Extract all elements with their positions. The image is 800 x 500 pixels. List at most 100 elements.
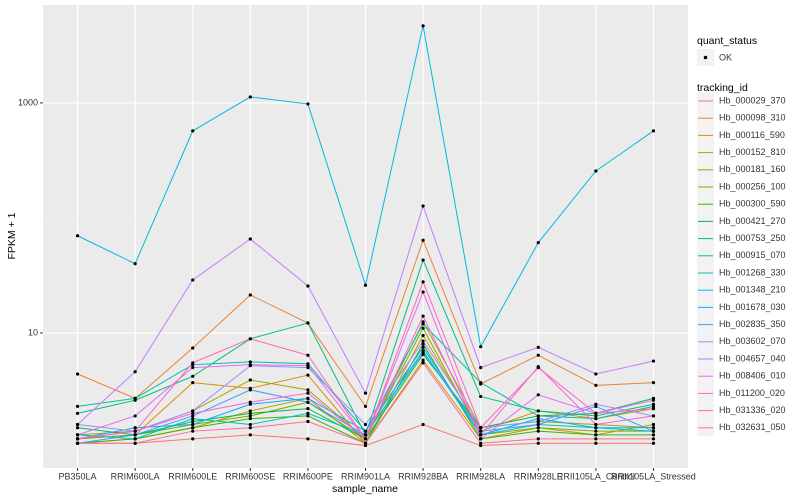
data-point	[363, 422, 368, 427]
data-point	[594, 411, 598, 415]
data-point	[133, 433, 137, 437]
data-point	[306, 321, 310, 325]
data-point	[594, 426, 598, 430]
data-point	[306, 400, 310, 404]
legend-label: Hb_011200_020	[719, 388, 785, 398]
data-point	[479, 345, 483, 349]
data-point	[479, 429, 483, 433]
data-point	[363, 429, 368, 433]
data-point	[75, 404, 80, 408]
data-point	[651, 429, 656, 433]
data-point	[594, 429, 598, 433]
data-point	[306, 407, 310, 411]
data-point	[248, 433, 252, 437]
data-point	[363, 404, 368, 408]
data-point	[191, 381, 195, 385]
data-point	[479, 394, 483, 399]
data-point	[306, 419, 310, 424]
data-point	[133, 429, 137, 433]
data-point	[306, 391, 310, 395]
data-point	[191, 411, 195, 415]
x-tick-label: RRIM600PE	[283, 471, 333, 481]
data-point	[363, 433, 368, 437]
data-point	[594, 437, 598, 441]
data-point	[191, 429, 195, 433]
x-tick-label: RRIM600SE	[225, 471, 275, 481]
data-point	[479, 443, 483, 448]
y-tick-label: 1000	[18, 97, 38, 107]
data-point	[421, 333, 425, 338]
data-point	[133, 396, 137, 400]
legend-label: Hb_004657_040	[719, 353, 786, 363]
data-point	[536, 353, 540, 357]
x-tick-label: PB350LA	[59, 471, 97, 481]
data-point	[133, 426, 137, 430]
data-point	[594, 169, 598, 173]
legend-label: Hb_000029_370	[719, 95, 786, 105]
data-point	[536, 419, 540, 424]
data-point	[536, 414, 540, 418]
data-point	[248, 426, 252, 430]
data-point	[536, 437, 540, 441]
x-tick-label: RRIM928BA	[398, 471, 448, 481]
data-point	[248, 95, 252, 99]
data-point	[594, 441, 598, 445]
data-point	[421, 290, 425, 294]
legend-label: Hb_031336_020	[719, 405, 786, 415]
data-point	[479, 365, 483, 370]
data-point	[536, 393, 540, 397]
data-point	[651, 129, 656, 133]
data-point	[363, 441, 368, 445]
data-point	[191, 437, 195, 441]
legend-label: Hb_000915_070	[719, 250, 786, 260]
legend-title: tracking_id	[697, 82, 748, 94]
data-point	[306, 437, 310, 441]
x-tick-label: RRIM928LE	[514, 471, 563, 481]
data-point	[651, 414, 656, 418]
legend-label: Hb_000421_270	[719, 216, 786, 226]
data-point	[421, 358, 425, 362]
data-point	[421, 350, 425, 354]
x-tick-label: RRIM600LE	[168, 471, 217, 481]
data-point	[479, 441, 483, 445]
data-point	[479, 433, 483, 437]
data-point	[75, 411, 80, 415]
data-point	[133, 262, 137, 266]
legend-title: quant_status	[697, 35, 757, 47]
data-point	[248, 417, 252, 421]
data-point	[536, 422, 540, 427]
x-tick-label: RRIM928LA	[456, 471, 505, 481]
data-point	[421, 345, 425, 349]
legend-label: Hb_000753_250	[719, 233, 786, 243]
data-point	[594, 417, 598, 421]
data-point	[421, 342, 425, 346]
data-point	[479, 381, 483, 385]
legend-label: Hb_008406_010	[719, 371, 786, 381]
data-point	[536, 365, 540, 370]
data-point	[421, 258, 425, 262]
data-point	[248, 363, 252, 367]
legend-label: Hb_001348_210	[719, 285, 786, 295]
data-point	[306, 102, 310, 106]
data-point	[248, 388, 252, 392]
data-point	[479, 437, 483, 441]
data-point	[421, 326, 425, 330]
data-point	[651, 381, 656, 385]
legend-label: Hb_000152_810	[719, 147, 786, 157]
legend-label: Hb_032631_050	[719, 422, 786, 432]
data-point	[248, 293, 252, 297]
data-point	[248, 422, 252, 427]
data-point	[75, 234, 80, 238]
data-point	[191, 417, 195, 421]
data-point	[75, 372, 80, 376]
data-point	[421, 314, 425, 318]
data-point	[594, 414, 598, 418]
data-point	[191, 414, 195, 418]
data-point	[651, 398, 656, 402]
data-point	[479, 426, 483, 430]
data-point	[363, 437, 368, 441]
data-point	[306, 364, 310, 368]
data-point	[651, 433, 656, 437]
data-point	[306, 396, 310, 400]
legend-label: Hb_001268_330	[719, 267, 786, 277]
